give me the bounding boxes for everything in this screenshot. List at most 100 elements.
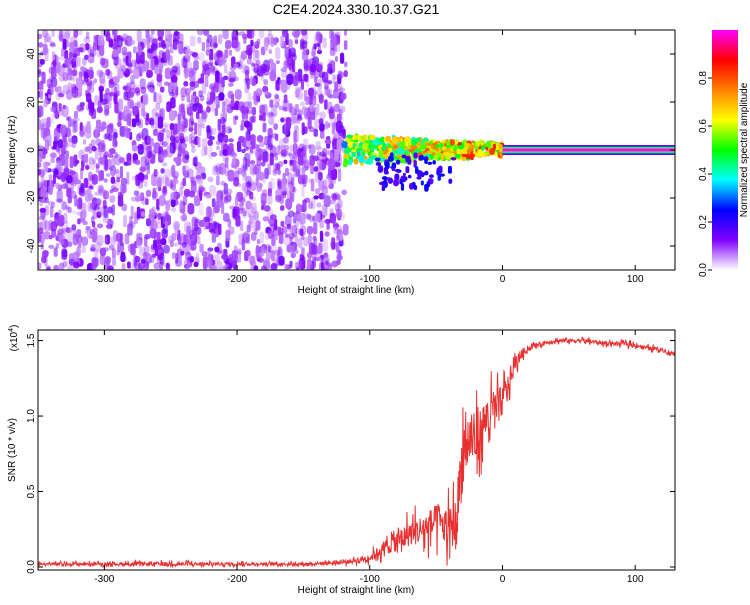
spectrogram-cell — [72, 68, 78, 82]
spectrogram-cell — [65, 175, 73, 184]
spectrogram-cell — [71, 210, 78, 215]
spectrogram-cell — [278, 255, 285, 266]
spectrogram-cell — [405, 149, 409, 154]
spectrogram-cell — [223, 182, 228, 195]
spectrogram-cell — [68, 138, 74, 144]
spectrogram-cell — [165, 49, 171, 61]
spectrogram-cell — [370, 144, 376, 149]
spectrogram-cell — [468, 144, 475, 150]
spectrogram-cell — [191, 51, 199, 58]
spectrogram-cell — [273, 249, 281, 255]
spectrogram-cell — [228, 253, 234, 264]
spectrogram-cell — [58, 262, 65, 270]
spectrogram-cell — [335, 241, 340, 253]
spectrogram-cell — [245, 69, 249, 82]
spectrogram-cell — [94, 95, 100, 106]
spectrogram-cell — [181, 57, 188, 69]
x-tick-label: -300 — [94, 274, 114, 285]
spectrogram-cell — [375, 162, 382, 166]
spectrogram-cell — [181, 214, 188, 222]
spectrogram-cell — [172, 179, 179, 184]
spectrogram-cell — [175, 252, 179, 264]
spectrogram-cell — [246, 30, 252, 39]
spectrogram-cell — [103, 178, 108, 183]
spectrogram-cell — [219, 149, 224, 157]
colorbar-label: Normalized spectral amplitude — [739, 82, 750, 217]
carrier-line — [502, 148, 675, 152]
spectrogram-cell — [395, 159, 401, 165]
spectrogram-cell — [190, 136, 196, 148]
colorbar-tick-label: 0.8 — [698, 71, 709, 85]
spectrogram-cell — [149, 228, 157, 239]
spectrogram-cell — [294, 125, 299, 132]
spectrogram-cell — [139, 78, 146, 90]
spectrogram-cell — [293, 74, 299, 87]
spectrogram-cell — [393, 144, 398, 149]
spectrogram-cell — [98, 156, 104, 165]
spectrogram-cell — [184, 72, 189, 79]
spectrogram-cell — [52, 51, 56, 61]
spectrogram-cell — [264, 167, 269, 180]
spectrogram-cell — [302, 160, 310, 169]
spectrogram-cell — [153, 221, 158, 230]
spectrogram-cell — [441, 146, 448, 151]
spectrogram-cell — [219, 162, 226, 176]
spectrogram-cell — [103, 205, 108, 219]
spectrogram-cell — [189, 134, 193, 144]
spectrogram-cell — [67, 132, 72, 143]
spectrogram-cell — [201, 41, 206, 52]
spectrogram-cell — [262, 216, 270, 222]
spectrogram-cell — [336, 120, 343, 134]
spectrogram-cell — [310, 107, 318, 120]
spectrogram-cell — [262, 112, 266, 122]
y-tick-label: 0 — [26, 147, 37, 153]
spectrogram-cell — [209, 65, 216, 73]
spectrogram-cell — [112, 76, 120, 84]
spectrogram-cell — [151, 193, 157, 201]
spectrogram-cell — [205, 194, 212, 199]
carrier-sideband — [502, 145, 675, 147]
spectrogram-cell — [126, 113, 131, 126]
spectrogram-cell — [430, 145, 435, 150]
spectrogram-cell — [143, 149, 149, 159]
spectrogram-cell — [109, 165, 114, 170]
spectrogram-cell — [265, 142, 269, 150]
spectrogram-cell — [307, 253, 312, 263]
spectrogram-cell — [66, 187, 72, 198]
spectrogram-cell — [216, 250, 222, 255]
spectrogram-cell — [170, 97, 176, 109]
spectrogram-cell — [53, 168, 59, 176]
spectrogram-cell — [192, 103, 198, 112]
spectrogram-cell — [303, 46, 308, 56]
spectrogram-cell — [158, 186, 162, 192]
spectrogram-cell — [42, 30, 49, 39]
spectrogram-cell — [90, 202, 95, 210]
spectrogram-cell — [213, 35, 218, 43]
spectrogram-cell — [274, 219, 278, 231]
spectrogram-cell — [238, 135, 245, 143]
spectrogram-cell — [78, 196, 83, 209]
spectrogram-cell — [48, 83, 54, 96]
spectrogram-cell — [285, 40, 289, 46]
spectrogram-cell — [337, 199, 343, 209]
snr-plot-area — [38, 330, 675, 570]
spectrogram-cell — [118, 98, 124, 112]
spectrogram-cell — [186, 225, 191, 239]
spectrogram-cell — [123, 91, 129, 101]
spectrogram-cell — [264, 135, 269, 146]
spectrogram-cell — [393, 178, 399, 187]
spectrogram-cell — [88, 156, 95, 165]
spectrogram-cell — [121, 203, 128, 212]
spectrogram-cell — [294, 249, 299, 254]
spectrogram-cell — [168, 34, 172, 48]
spectrogram-cell — [452, 147, 457, 152]
spectrogram-cell — [144, 245, 150, 257]
spectrogram-cell — [180, 250, 185, 256]
spectrogram-cell — [144, 174, 149, 180]
spectrogram-cell — [275, 47, 281, 60]
spectrogram-cell — [84, 146, 91, 153]
spectrogram-cell — [337, 194, 341, 201]
colorbar-tick-label: 0.0 — [698, 263, 709, 277]
spectrogram-cell — [319, 230, 323, 242]
spectrogram-y-ticks: -40 -20 0 20 40 — [26, 48, 675, 253]
